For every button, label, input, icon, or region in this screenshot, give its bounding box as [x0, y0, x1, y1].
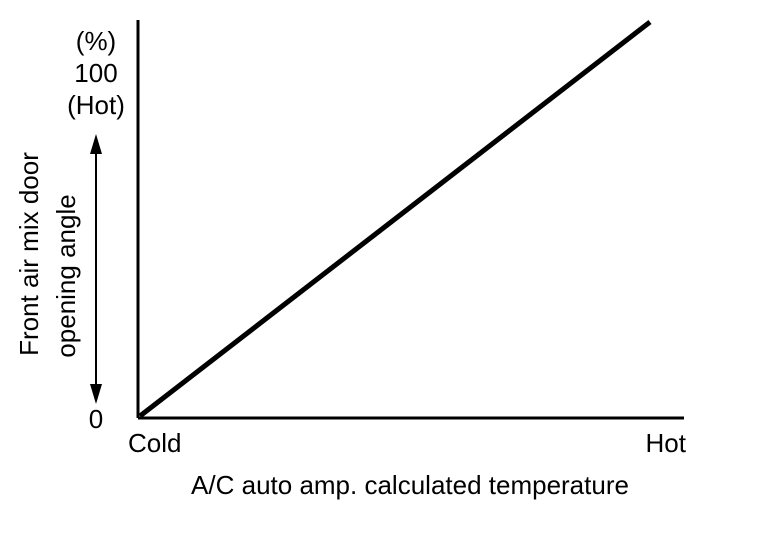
- x-tick-label-cold: Cold: [128, 428, 181, 458]
- series-line: [138, 20, 652, 418]
- y-unit-label: (%): [76, 26, 116, 56]
- y-axis-title-line1: Front air mix door: [14, 152, 44, 356]
- y-top-note-label: (Hot): [67, 90, 125, 120]
- x-axis-title: A/C auto amp. calculated temperature: [191, 470, 629, 500]
- y-top-value-label: 100: [74, 58, 117, 88]
- y-range-arrowhead-top: [90, 134, 102, 154]
- y-axis-title-line2: opening angle: [51, 194, 81, 357]
- x-tick-label-hot: Hot: [646, 428, 687, 458]
- y-range-arrowhead-bottom: [90, 384, 102, 404]
- y-bottom-value-label: 0: [89, 404, 103, 434]
